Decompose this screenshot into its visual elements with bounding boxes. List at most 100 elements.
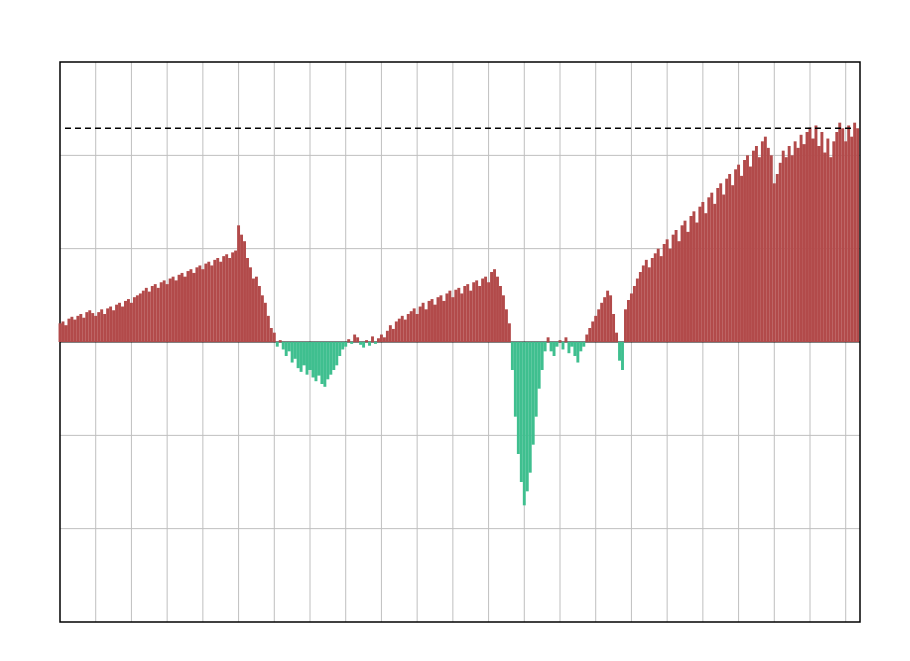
bar [434,305,437,342]
bar [764,137,767,342]
bar [178,275,181,342]
bar [681,225,684,342]
bar [249,267,252,342]
bar [654,253,657,342]
bar [255,277,258,342]
bar [469,291,472,342]
bar [490,272,493,342]
bar [835,132,838,342]
bar [582,342,585,347]
bar [219,262,222,342]
bar [609,295,612,342]
bar [698,207,701,342]
bar [594,316,597,342]
bar [606,291,609,342]
bar [743,160,746,342]
bar [181,273,184,342]
bar [136,295,139,342]
bar [151,286,154,342]
bar [541,342,544,370]
bar [448,291,451,342]
bar [487,282,490,342]
bar [356,337,359,342]
bar [633,286,636,342]
bar [154,284,157,342]
bar [752,151,755,342]
bar [124,301,127,342]
bar [722,195,725,342]
bar [398,319,401,342]
bar [323,342,326,387]
bar [395,321,398,342]
bar [237,225,240,342]
bar [475,280,478,342]
bar [636,279,639,342]
bar [832,141,835,342]
bar [612,314,615,342]
bar [207,262,210,342]
bar [300,342,303,372]
bar [320,342,323,384]
bar [740,176,743,342]
bar [847,125,850,342]
bar [338,342,341,356]
bar [719,183,722,342]
bar [493,269,496,342]
bar [728,174,731,342]
bar [407,314,410,342]
bar [439,295,442,342]
bar [288,342,291,351]
bar [460,293,463,342]
bar [704,213,707,342]
bar [231,252,234,342]
bar [553,342,556,356]
bar [234,251,237,342]
bar [329,342,332,375]
bar [603,297,606,342]
bar [850,137,853,342]
bar [246,258,249,342]
bar [347,339,350,342]
bar [192,273,195,342]
bar [841,128,844,342]
bar [520,342,523,482]
bar [773,183,776,342]
bar [142,291,145,342]
bar [419,307,422,342]
bar [341,342,344,349]
bar [695,223,698,342]
bar [809,127,812,342]
bar [243,241,246,342]
bar [228,258,231,342]
bar [692,211,695,342]
bar [392,329,395,342]
bar [597,309,600,342]
bar [734,169,737,342]
bar [505,309,508,342]
bar [166,284,169,342]
bar [213,260,216,342]
bar [404,320,407,342]
bar [585,335,588,342]
bar [782,151,785,342]
bar [481,279,484,342]
bar [70,317,73,342]
bar [312,342,315,377]
bar [713,204,716,342]
bar [100,309,103,342]
bar [261,295,264,342]
bar [225,254,228,342]
bar [794,141,797,342]
bar [502,295,505,342]
bar [422,303,425,342]
bar [716,188,719,342]
bar [445,293,448,342]
bar [76,316,79,342]
bar [97,312,100,342]
bar [806,132,809,342]
bar [797,148,800,342]
bar [731,185,734,342]
bar [344,342,347,347]
bar [383,337,386,342]
bar [588,328,591,342]
